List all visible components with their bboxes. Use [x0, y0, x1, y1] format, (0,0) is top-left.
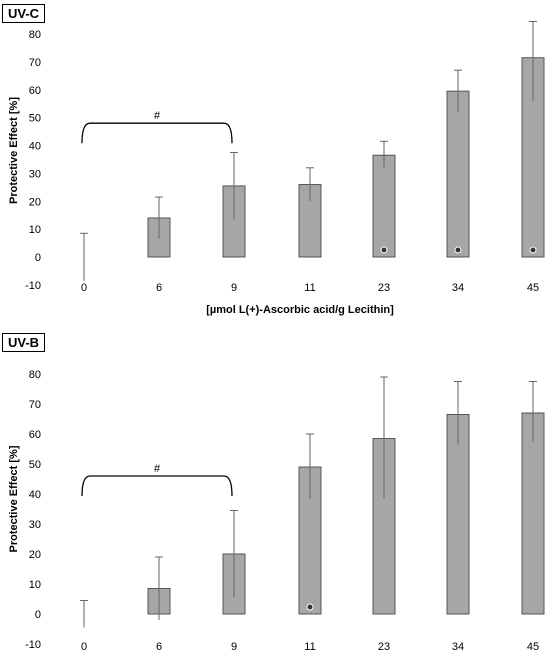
uv-c-y-tick-label: 80: [29, 29, 41, 41]
uv-b-y-tick-label: 60: [29, 429, 41, 441]
uv-b-bracket-label: #: [154, 463, 161, 475]
uv-b-panel-label: UV-B: [2, 333, 46, 352]
uv-b-x-tick-label: 11: [304, 641, 315, 653]
uv-c-significance-bracket: [81, 122, 233, 144]
uv-b-y-tick-label: 10: [29, 579, 41, 591]
uv-c-y-tick-label: 20: [29, 196, 41, 208]
uv-b-x-tick-label: 0: [81, 641, 87, 653]
uv-c-y-tick-label: 50: [29, 113, 41, 125]
uv-c-significance-dot: [529, 246, 537, 254]
uv-b-chart: -10 0 10 20 30 40 50 60 70 80 0 6 9 11 23 34 45 Protectiv…: [8, 369, 545, 653]
uv-c-chart: -10 0 10 20 30 40 50 60 70 80 0 6 9 11 23 34 45 Protectiv…: [8, 20, 545, 316]
uv-b-y-tick-label: 20: [29, 549, 41, 561]
uv-c-bar-34: [446, 90, 470, 258]
uv-b-x-tick-label: 34: [452, 641, 464, 653]
uv-b-y-tick-label: 80: [29, 369, 41, 381]
uv-b-y-tick-label: 40: [29, 489, 41, 501]
uv-c-x-tick-label: 45: [527, 282, 539, 294]
uv-c-y-tick-label: 30: [29, 168, 41, 180]
uv-b-significance-dot: [306, 603, 314, 611]
uv-c-y-tick-label: 70: [29, 57, 41, 69]
uv-c-x-tick-label: 0: [81, 282, 87, 294]
uv-b-y-tick-label: 70: [29, 399, 41, 411]
uv-c-panel-label: UV-C: [2, 4, 46, 23]
uv-c-y-tick-label: 10: [29, 224, 41, 236]
uv-c-x-tick-label: 23: [378, 282, 390, 294]
uv-c-x-tick-label: 9: [231, 282, 237, 294]
uv-b-significance-bracket: [81, 475, 233, 497]
uv-c-y-tick-label: 60: [29, 85, 41, 97]
uv-b-y-tick-label: 30: [29, 519, 41, 531]
uv-b-y-tick-label: 50: [29, 459, 41, 471]
uv-c-significance-dot: [380, 246, 388, 254]
uv-b-bar-45: [521, 412, 545, 615]
uv-c-y-tick-label: 0: [35, 252, 41, 264]
uv-b-y-tick-label: 0: [35, 609, 41, 621]
uv-b-x-tick-label: 23: [378, 641, 390, 653]
uv-c-y-axis-title: Protective Effect [%]: [8, 97, 20, 204]
uv-b-panel: UV-B -10 0 10 20 30 40 50 60 70 80 0 6 9 11 23 34 45 Prot…: [0, 329, 550, 659]
uv-c-x-tick-label: 34: [452, 282, 464, 294]
uv-b-x-tick-label: 9: [231, 641, 237, 653]
uv-c-bracket-label: #: [154, 110, 161, 122]
uv-c-x-axis-title: [µmol L(+)-Ascorbic acid/g Lecithin]: [206, 304, 394, 316]
uv-c-y-tick-label: 40: [29, 141, 41, 153]
uv-c-y-tick-label: -10: [25, 280, 41, 292]
uv-c-x-tick-label: 6: [156, 282, 162, 294]
uv-c-bar-23: [372, 154, 396, 258]
uv-c-x-tick-label: 11: [304, 282, 315, 294]
uv-c-significance-dot: [454, 246, 462, 254]
uv-b-y-axis-title: Protective Effect [%]: [8, 445, 20, 552]
uv-b-x-tick-label: 6: [156, 641, 162, 653]
uv-b-y-tick-label: -10: [25, 639, 41, 651]
uv-c-panel: UV-C -10 0 10 20 30 40 50 60 70 80 0 6 9 11 23 34 45 Prot…: [0, 0, 550, 329]
uv-b-x-tick-label: 45: [527, 641, 539, 653]
